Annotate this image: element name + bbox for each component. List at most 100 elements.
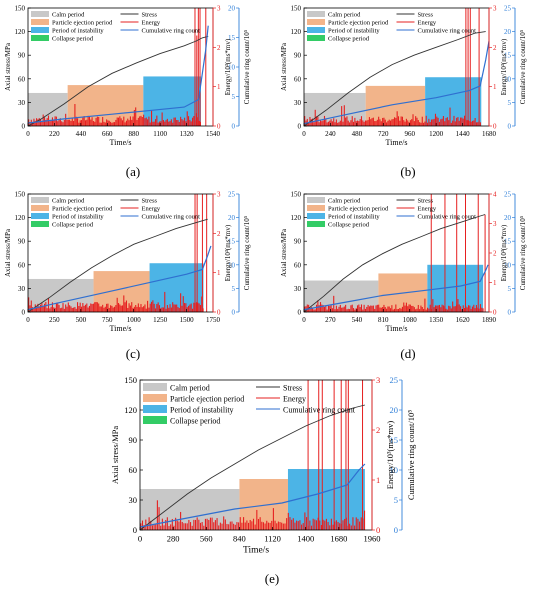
x-tick-label: 1680: [482, 130, 497, 138]
left-tick-label: 90: [18, 238, 26, 246]
ring-tick-label: 25: [390, 375, 399, 385]
legend-swatch-particle: [31, 19, 49, 25]
ring-tick-label: 20: [228, 4, 236, 12]
left-axis-label: Axial stress/MPa: [4, 42, 12, 91]
legend-swatch-calm: [307, 197, 325, 203]
left-tick-label: 120: [291, 214, 302, 222]
x-tick-label: 240: [325, 130, 336, 138]
panel-caption: (e): [265, 571, 279, 586]
left-axis-label: Axial stress/MPa: [4, 228, 12, 277]
ring-tick-label: 10: [504, 75, 512, 83]
x-tick-label: 1250: [153, 316, 168, 324]
energy-tick-label: 1: [493, 83, 497, 91]
legend-swatch-collapse: [307, 221, 325, 227]
energy-tick-label: 3: [217, 190, 221, 198]
x-tick-label: 1680: [330, 534, 347, 544]
ring-tick-label: 25: [504, 4, 512, 12]
x-tick-label: 840: [233, 534, 246, 544]
energy-tick-label: 2: [376, 425, 380, 435]
x-tick-label: 480: [352, 130, 363, 138]
left-tick-label: 150: [15, 190, 26, 198]
legend-label-calm: Calm period: [328, 12, 361, 19]
x-tick-label: 0: [302, 130, 306, 138]
left-tick-label: 30: [129, 495, 138, 505]
energy-axis-label: Energy/10³(ms*mv): [224, 38, 232, 95]
energy-tick-label: 2: [217, 230, 221, 238]
x-tick-label: 500: [76, 316, 87, 324]
x-tick-label: 1080: [403, 316, 418, 324]
stress-line: [139, 404, 366, 531]
energy-tick-label: 3: [493, 4, 497, 12]
legend-label-energy: Energy: [283, 395, 306, 404]
x-tick-label: 270: [325, 316, 336, 324]
x-tick-label: 750: [102, 316, 113, 324]
legend-label-collapse: Collapse period: [170, 417, 220, 426]
ring-tick-label: 15: [390, 435, 399, 445]
legend-label-stress: Stress: [142, 12, 158, 19]
x-tick-label: 280: [167, 534, 180, 544]
x-axis-label: Time/s: [243, 545, 269, 555]
left-tick-label: 30: [294, 285, 302, 293]
stress-line: [27, 218, 208, 313]
x-tick-label: 1350: [429, 316, 444, 324]
x-axis-label: Time/s: [386, 138, 408, 147]
legend-swatch-instability: [31, 213, 49, 219]
left-tick-label: 30: [294, 99, 302, 107]
legend-swatch-calm: [143, 383, 167, 391]
energy-tick-label: 2: [493, 249, 497, 257]
legend-swatch-particle: [143, 394, 167, 402]
ring-tick-label: 20: [228, 214, 236, 222]
legend-swatch-particle: [307, 19, 325, 25]
legend-label-particle: Particle ejection period: [170, 395, 244, 404]
legend-label-collapse: Collapse period: [52, 222, 94, 229]
energy-tick-label: 1: [376, 475, 380, 485]
panel-caption: (d): [400, 346, 415, 361]
stress-line: [303, 31, 486, 127]
left-tick-label: 120: [15, 214, 26, 222]
legend-label-instability: Period of instability: [328, 28, 380, 35]
energy-series: [304, 8, 481, 126]
x-tick-label: 1890: [482, 316, 497, 324]
legend-label-calm: Calm period: [52, 198, 85, 205]
ring-count-line: [303, 264, 489, 311]
ring-count-line: [139, 463, 366, 528]
x-tick-label: 960: [404, 130, 415, 138]
legend-label-ring: Cumulative ring count: [142, 28, 201, 35]
panel-caption: (b): [400, 164, 415, 179]
left-tick-label: 150: [291, 190, 302, 198]
period-box-particle: [67, 85, 144, 126]
stress-line: [27, 35, 209, 127]
x-tick-label: 0: [302, 316, 306, 324]
legend-swatch-particle: [31, 205, 49, 211]
x-tick-label: 440: [76, 130, 87, 138]
ring-tick-label: 5: [508, 99, 512, 107]
energy-tick-label: 2: [217, 44, 221, 52]
ring-axis-label: Cumulative ring count/10⁵: [243, 215, 251, 290]
ring-tick-label: 10: [390, 465, 399, 475]
x-tick-label: 250: [49, 316, 60, 324]
energy-series: [304, 194, 486, 312]
x-tick-label: 720: [378, 130, 389, 138]
legend-label-collapse: Collapse period: [52, 36, 94, 43]
energy-tick-label: 1: [493, 279, 497, 287]
left-tick-label: 60: [18, 75, 26, 83]
left-axis-label: Axial stress/MPa: [110, 426, 120, 485]
ring-axis-label: Cumulative ring count/10⁵: [406, 410, 416, 500]
legend-label-energy: Energy: [418, 206, 437, 213]
energy-series: [140, 380, 366, 530]
legend-label-particle: Particle ejection period: [52, 206, 113, 213]
ring-axis-label: Cumulative ring count/10⁵: [519, 215, 527, 290]
legend-swatch-collapse: [31, 221, 49, 227]
legend-label-ring: Cumulative ring count: [142, 214, 201, 221]
energy-tick-label: 0: [493, 122, 497, 130]
x-tick-label: 1120: [264, 534, 281, 544]
legend-label-instability: Period of instability: [170, 406, 234, 415]
x-axis-label: Time/s: [110, 138, 132, 147]
legend-label-particle: Particle ejection period: [328, 206, 389, 213]
x-tick-label: 1200: [429, 130, 444, 138]
legend-label-ring: Cumulative ring count: [283, 406, 356, 415]
ring-tick-label: 10: [228, 63, 236, 71]
